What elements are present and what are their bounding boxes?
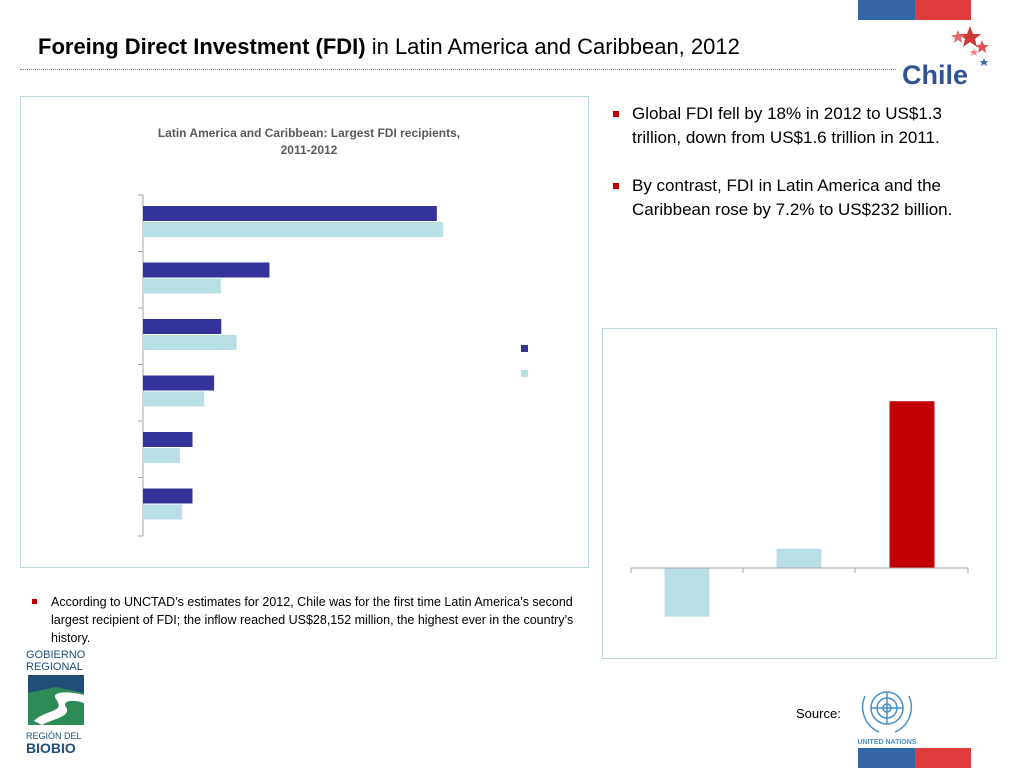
gobierno-logo-line: REGIÓN DEL bbox=[26, 731, 82, 741]
bar-latin-america bbox=[776, 548, 822, 568]
un-logo-text: UNITED NATIONS bbox=[858, 739, 917, 746]
chart-title: 2011-2012 bbox=[281, 143, 338, 157]
star-icon bbox=[951, 30, 965, 43]
bullet-text: Global FDI fell by 18% in 2012 to US$1.3… bbox=[632, 104, 942, 147]
list-item: By contrast, FDI in Latin America and th… bbox=[612, 174, 967, 222]
flag-red-segment bbox=[914, 748, 971, 768]
fdi-variation-panel bbox=[602, 328, 997, 659]
bar-2011-argentina bbox=[143, 504, 183, 520]
globe-icon bbox=[861, 691, 913, 733]
bullet-square-icon bbox=[613, 183, 619, 189]
fdi-recipients-panel: Latin America and Caribbean: Largest FDI… bbox=[20, 96, 589, 568]
chile-brand-logo: Chile bbox=[902, 26, 989, 90]
flag-bar-top bbox=[858, 0, 971, 20]
legend-swatch-2011 bbox=[521, 370, 528, 377]
key-facts-list: Global FDI fell by 18% in 2012 to US$1.3… bbox=[612, 102, 967, 246]
bar-2012-mexico bbox=[143, 319, 222, 334]
star-icon bbox=[975, 40, 989, 53]
bar-2011-brazil bbox=[143, 222, 444, 237]
fdi-recipients-chart: Latin America and Caribbean: Largest FDI… bbox=[138, 126, 528, 537]
bar-2012-peru bbox=[143, 432, 193, 447]
flag-blue-segment bbox=[858, 748, 915, 768]
source-label: Source: bbox=[796, 706, 841, 721]
bar-2012-chile bbox=[143, 262, 270, 278]
page-title-rest: in Latin America and Caribbean, 2012 bbox=[365, 34, 740, 59]
star-icon bbox=[959, 26, 981, 47]
star-icon bbox=[970, 48, 978, 56]
page-title: Foreing Direct Investment (FDI) in Latin… bbox=[38, 34, 740, 60]
bar-chile bbox=[889, 401, 935, 568]
bar-2011-chile bbox=[143, 278, 221, 294]
bar-2011-peru bbox=[143, 448, 180, 463]
star-icon bbox=[980, 58, 988, 66]
bar-world bbox=[664, 568, 710, 617]
gobierno-regional-logo: GOBIERNO REGIONAL REGIÓN DEL BIOBIO bbox=[26, 649, 86, 755]
bar-2012-brazil bbox=[143, 206, 437, 221]
bullet-text: By contrast, FDI in Latin America and th… bbox=[632, 176, 953, 219]
bar-2012-colombia bbox=[143, 375, 215, 391]
chile-logo-text: Chile bbox=[902, 60, 968, 90]
legend-swatch-2012 bbox=[521, 345, 528, 352]
flag-red-segment bbox=[914, 0, 971, 20]
list-item: Global FDI fell by 18% in 2012 to US$1.3… bbox=[612, 102, 967, 150]
gobierno-logo-line: BIOBIO bbox=[26, 740, 76, 755]
title-divider bbox=[20, 69, 896, 70]
bar-2012-argentina bbox=[143, 488, 193, 504]
footnote-text: According to UNCTAD’s estimates for 2012… bbox=[51, 595, 574, 645]
united-nations-logo: UNITED NATIONS bbox=[858, 691, 917, 746]
bar-2011-mexico bbox=[143, 335, 237, 350]
bar-2011-colombia bbox=[143, 391, 205, 407]
gobierno-logo-line: GOBIERNO bbox=[26, 649, 86, 661]
bullet-square-icon bbox=[613, 111, 619, 117]
bullet-square-icon bbox=[32, 599, 37, 604]
flag-bar-bottom bbox=[858, 748, 971, 768]
flag-blue-segment bbox=[858, 0, 915, 20]
gobierno-logo-line: REGIONAL bbox=[26, 661, 83, 673]
page-title-bold: Foreing Direct Investment (FDI) bbox=[38, 34, 366, 59]
chart-title: Latin America and Caribbean: Largest FDI… bbox=[158, 126, 460, 140]
fdi-variation-chart bbox=[630, 401, 969, 617]
footnote: According to UNCTAD’s estimates for 2012… bbox=[28, 593, 583, 647]
